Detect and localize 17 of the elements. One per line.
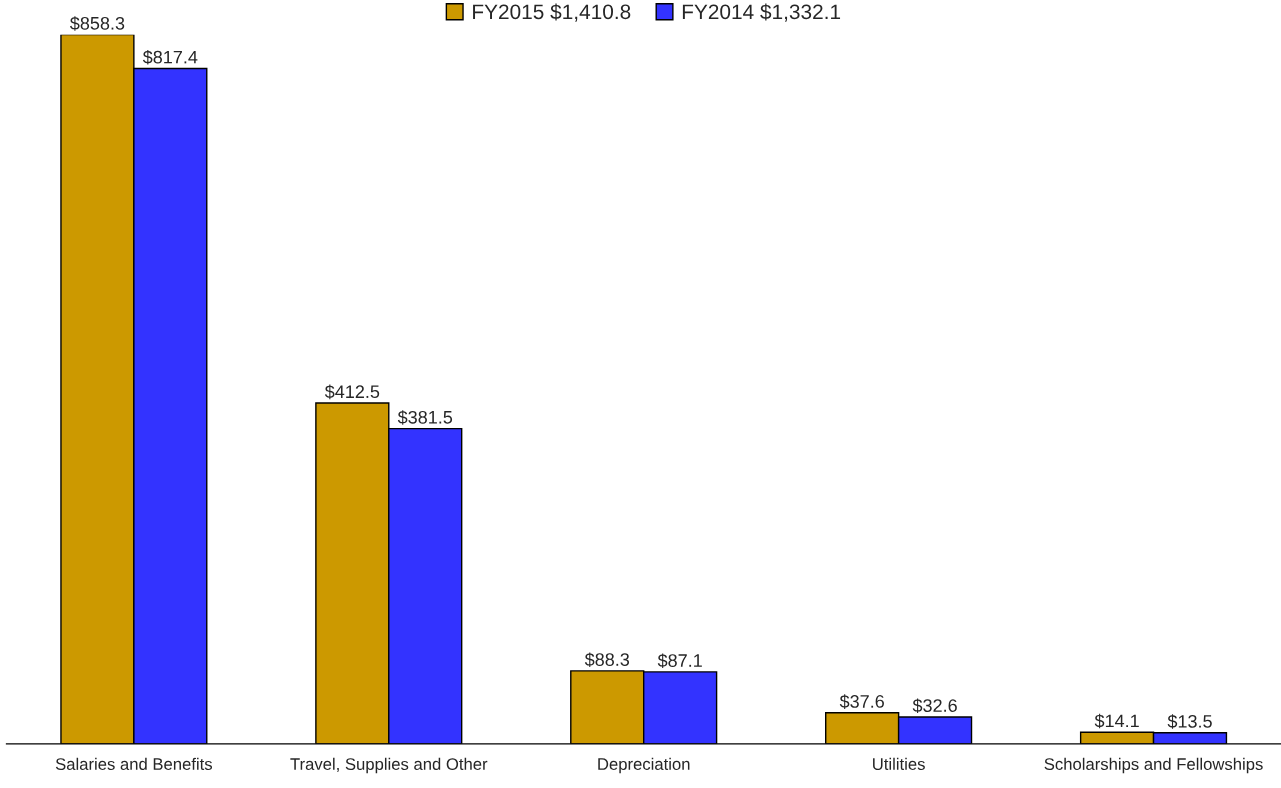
data-label: $858.3 (70, 16, 125, 31)
x-tick-label: Salaries and Benefits (55, 757, 213, 770)
data-label: $32.6 (912, 698, 957, 714)
data-label: $87.1 (657, 653, 702, 669)
x-tick-label: Scholarships and Fellowships (1044, 757, 1263, 774)
data-label: $817.4 (142, 49, 198, 65)
legend-label: FY2014 $1,332.1 (682, 3, 841, 22)
data-label: $14.1 (1094, 713, 1139, 729)
x-tick-label: Travel, Supplies and Other (290, 757, 488, 774)
data-label: $13.5 (1167, 714, 1212, 729)
x-tick-label: Utilities (873, 757, 925, 770)
data-label: $381.5 (397, 410, 453, 425)
data-label: $37.6 (839, 694, 884, 709)
legend-label: FY2015 $1,410.8 (473, 3, 631, 22)
data-label: $88.3 (584, 652, 630, 668)
x-tick-label: Depreciation (598, 757, 690, 774)
data-label: $412.5 (324, 384, 380, 400)
